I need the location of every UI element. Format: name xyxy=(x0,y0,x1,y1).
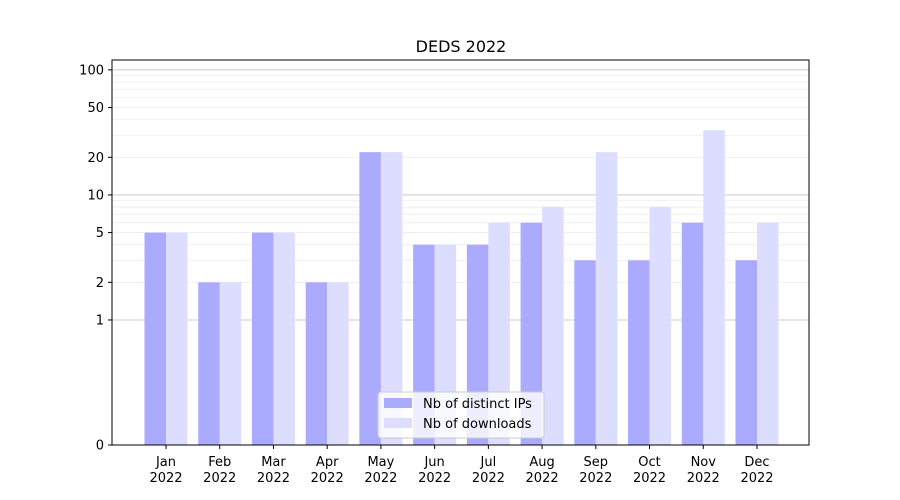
bar-nb-of-distinct-ips xyxy=(735,260,757,445)
bar-nb-of-distinct-ips xyxy=(305,282,328,445)
x-tick-label: Apr 2022 xyxy=(311,455,344,486)
y-tick-label: 50 xyxy=(87,101,104,116)
bar-nb-of-distinct-ips xyxy=(198,282,220,445)
bar-nb-of-downloads xyxy=(273,232,295,445)
y-tick-label: 5 xyxy=(96,226,104,241)
bar-nb-of-downloads xyxy=(380,152,403,445)
legend: Nb of distinct IPs Nb of downloads xyxy=(377,391,545,439)
bar-nb-of-distinct-ips xyxy=(251,232,274,445)
bar-nb-of-downloads xyxy=(757,222,779,445)
plot-frame xyxy=(111,59,810,446)
x-tick-label: Feb 2022 xyxy=(203,455,236,486)
x-tick-label: Jan 2022 xyxy=(149,455,182,486)
y-axis: 0 1 2 5 10 20 50 100 xyxy=(79,63,112,454)
bar-nb-of-distinct-ips xyxy=(520,222,543,445)
bar-nb-of-downloads xyxy=(166,232,188,445)
legend-box xyxy=(377,391,545,439)
chart-title: DEDS 2022 xyxy=(416,37,507,56)
bar-nb-of-downloads xyxy=(649,207,672,445)
bar-nb-of-downloads xyxy=(542,207,564,445)
y-tick-label: 100 xyxy=(79,63,104,78)
bar-nb-of-downloads xyxy=(219,282,242,445)
x-tick-label: Oct 2022 xyxy=(633,455,666,486)
legend-label: Nb of downloads xyxy=(423,417,532,432)
legend-label: Nb of distinct IPs xyxy=(423,397,532,412)
bar-nb-of-distinct-ips xyxy=(359,152,381,445)
x-tick-label: Nov 2022 xyxy=(687,455,720,486)
y-tick-label: 0 xyxy=(96,439,104,454)
x-tick-label: Sep 2022 xyxy=(579,455,612,486)
x-tick-label: Mar 2022 xyxy=(257,455,290,486)
y-tick-label: 20 xyxy=(87,151,104,166)
bar-nb-of-distinct-ips xyxy=(144,232,166,445)
bar-nb-of-downloads xyxy=(703,130,725,445)
bar-nb-of-downloads xyxy=(595,152,618,445)
x-tick-label: May 2022 xyxy=(364,455,397,486)
bar-nb-of-distinct-ips xyxy=(628,260,650,445)
bar-nb-of-downloads xyxy=(488,222,510,445)
x-tick-label: Jun 2022 xyxy=(418,455,451,486)
bar-nb-of-distinct-ips xyxy=(574,260,596,445)
x-axis: Jan 2022 Feb 2022 Mar 2022 Apr 2022 May 2022 Jun 20… xyxy=(149,445,774,486)
y-tick-label: 2 xyxy=(96,276,104,291)
x-tick-label: Dec 2022 xyxy=(740,455,773,486)
y-tick-label: 10 xyxy=(87,188,104,203)
legend-swatch xyxy=(384,418,412,428)
grid-lines xyxy=(112,69,809,321)
bar-nb-of-distinct-ips xyxy=(681,222,704,445)
x-tick-label: Jul 2022 xyxy=(472,455,505,486)
bar-nb-of-downloads xyxy=(327,282,349,445)
legend-swatch xyxy=(384,398,412,408)
x-tick-label: Aug 2022 xyxy=(526,455,559,486)
y-tick-label: 1 xyxy=(96,313,104,328)
